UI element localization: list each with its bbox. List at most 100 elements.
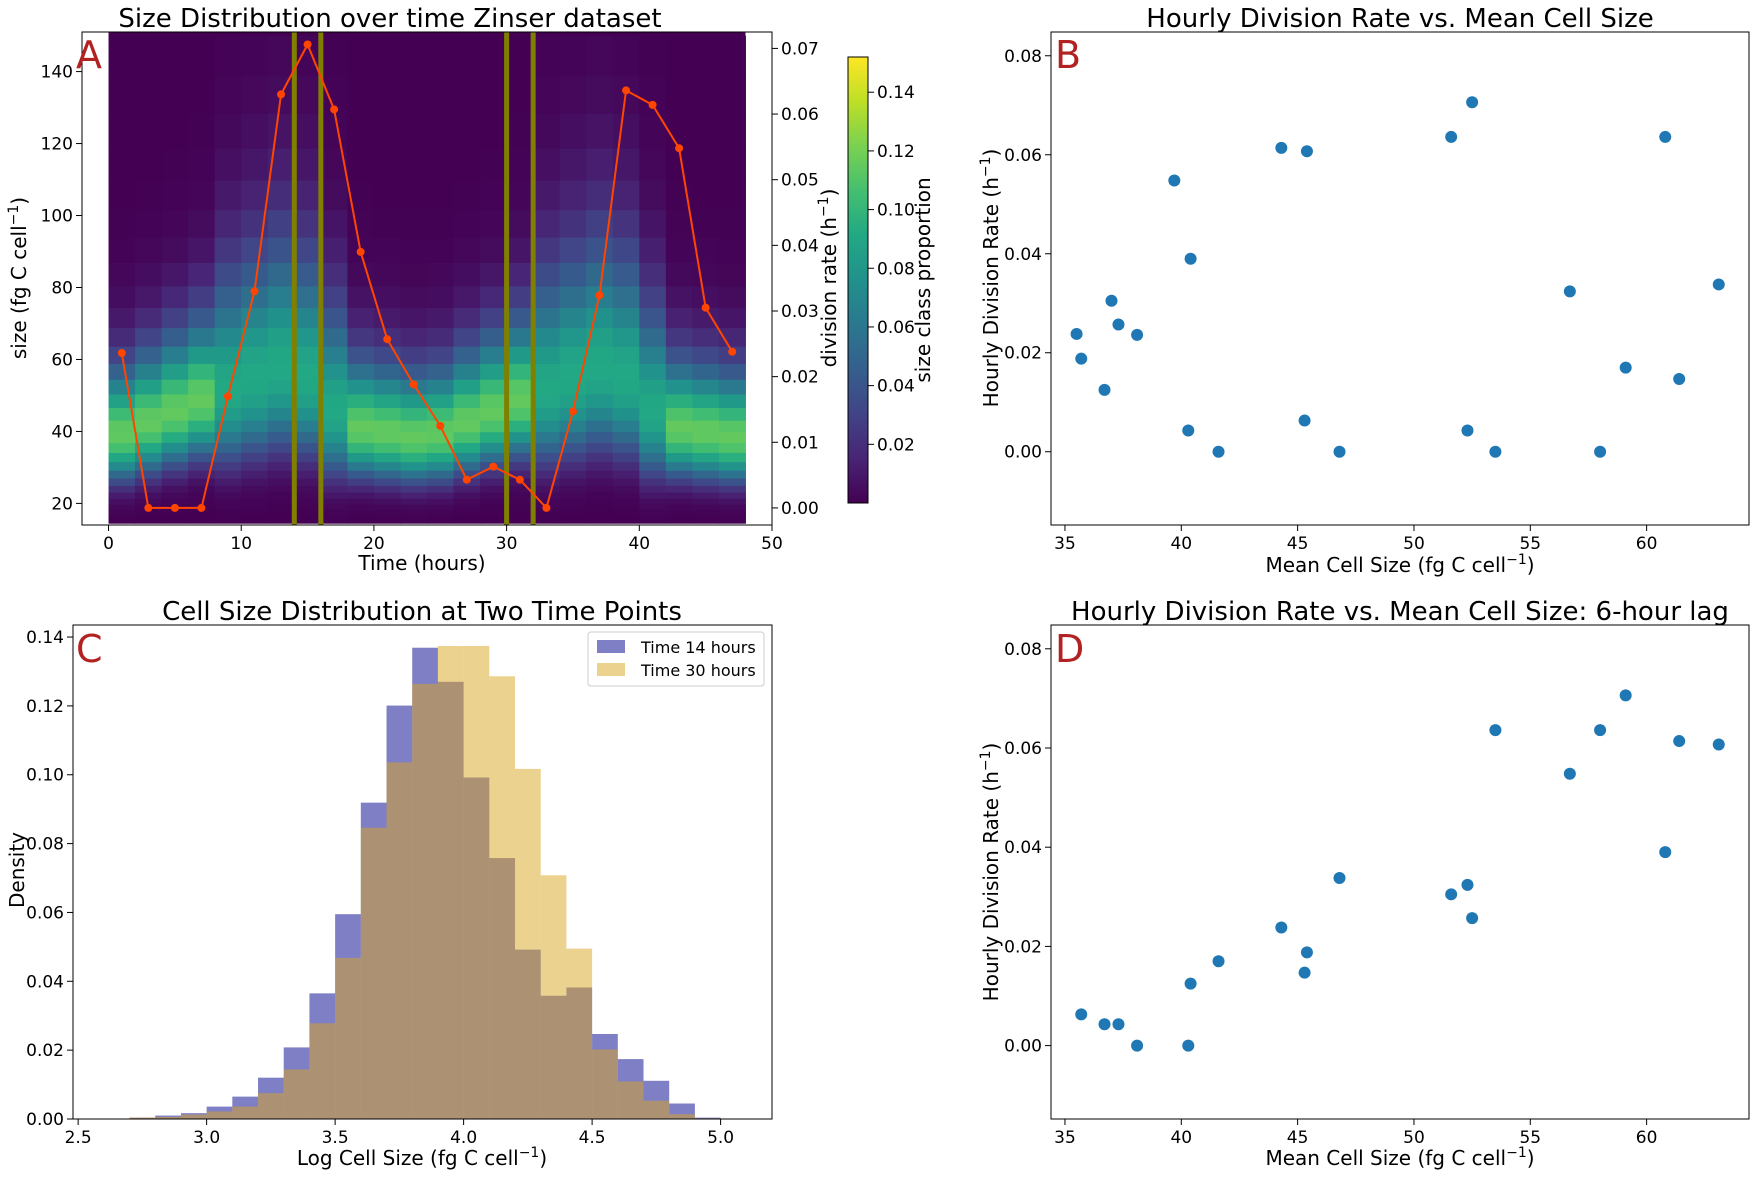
heatmap-cell — [453, 518, 481, 524]
heatmap-cell — [639, 407, 667, 421]
heatmap-cell — [400, 431, 428, 444]
panel-b-x-tick-label: 35 — [1054, 534, 1076, 554]
heatmap-cell — [612, 379, 640, 395]
heatmap-cell — [453, 485, 481, 493]
heatmap-cell — [639, 518, 667, 524]
heatmap-cell — [214, 285, 242, 309]
heatmap-cell — [612, 485, 640, 493]
panel-c-x-tick-label: 3.0 — [193, 1128, 220, 1148]
heatmap-cell — [480, 209, 508, 238]
heatmap-cell — [373, 514, 401, 520]
heatmap-cell — [559, 379, 587, 395]
heatmap-cell — [267, 262, 295, 287]
heatmap-cell — [214, 461, 242, 471]
panel-b-point — [1594, 445, 1607, 458]
heatmap-cell — [400, 285, 428, 309]
panel-b-point — [1333, 445, 1346, 458]
heatmap-cell — [718, 492, 746, 499]
heatmap-cell — [506, 514, 534, 520]
heatmap-cell — [665, 478, 693, 486]
heatmap-cell — [214, 498, 242, 505]
division-rate-point — [197, 503, 206, 512]
heatmap-cell — [135, 492, 163, 499]
panel-d-point — [1712, 738, 1725, 751]
heatmap-cell — [135, 327, 163, 347]
heatmap-cell — [108, 379, 136, 395]
heatmap-cell — [373, 237, 401, 263]
heatmap-cell — [214, 262, 242, 287]
heatmap-cell — [480, 420, 508, 433]
heatmap-cell — [427, 237, 455, 263]
heatmap-cell — [718, 518, 746, 524]
heatmap-cell — [718, 498, 746, 505]
heatmap-cell — [506, 442, 534, 453]
histogram-bar-30h — [515, 768, 541, 1119]
panel-c-x-tick-label: 2.5 — [65, 1128, 92, 1148]
panel-a-y-tick-label: 100 — [41, 207, 73, 227]
heatmap-cell — [241, 285, 269, 309]
heatmap-cell — [294, 209, 322, 238]
heatmap-cell — [161, 492, 189, 499]
heatmap-cell — [188, 363, 216, 380]
heatmap-cell — [294, 452, 322, 463]
panel-b-point — [1168, 174, 1181, 187]
heatmap-cell — [320, 363, 348, 380]
panel-c-legend-swatch-14h — [597, 640, 625, 653]
panel-d-point — [1075, 1008, 1088, 1021]
histogram-bar-30h — [283, 1069, 310, 1119]
heatmap-cell — [692, 76, 720, 114]
heatmap-cell — [559, 35, 587, 77]
heatmap-cell — [347, 420, 375, 433]
panel-b-point — [1098, 383, 1111, 396]
panel-d-point — [1659, 846, 1672, 859]
heatmap-cell — [161, 76, 189, 114]
heatmap-cell — [400, 237, 428, 263]
heatmap-cell — [188, 35, 216, 77]
heatmap-cell — [214, 518, 242, 524]
heatmap-cell — [161, 379, 189, 395]
panel-c-legend-box — [587, 631, 765, 687]
heatmap-cell — [427, 262, 455, 287]
heatmap-cell — [241, 180, 269, 211]
panel-b-y-tick-label: 0.02 — [1004, 344, 1042, 364]
heatmap-cell — [108, 180, 136, 211]
heatmap-cell — [612, 504, 640, 510]
heatmap-cell — [612, 431, 640, 444]
heatmap-cell — [214, 209, 242, 238]
heatmap-cell — [718, 407, 746, 421]
heatmap-cell — [665, 35, 693, 77]
panel-d-point — [1673, 735, 1686, 748]
heatmap-cell — [533, 509, 561, 515]
heatmap-cell — [718, 514, 746, 520]
heatmap-cell — [612, 492, 640, 499]
heatmap-cell — [400, 262, 428, 287]
panel-a-colorbar-label: size class proportion — [911, 177, 935, 382]
panel-d-point — [1275, 921, 1288, 934]
panel-a-y2-label-tail: ) — [817, 189, 841, 197]
heatmap-cell — [453, 76, 481, 114]
heatmap-cell — [427, 452, 455, 463]
heatmap-cell — [214, 113, 242, 149]
heatmap-cell — [639, 470, 667, 479]
histogram-bar-30h — [335, 957, 361, 1119]
heatmap-cell — [241, 327, 269, 347]
heatmap-cell — [241, 148, 269, 181]
heatmap-cell — [586, 237, 614, 263]
histogram-bar-30h — [258, 1093, 284, 1119]
histogram-bar-30h — [180, 1114, 207, 1119]
heatmap-cell — [506, 76, 534, 114]
panel-d-point — [1466, 912, 1479, 925]
heatmap-cell — [267, 514, 295, 520]
heatmap-cell — [533, 237, 561, 263]
heatmap-cell — [506, 452, 534, 463]
panel-c: Cell Size Distribution at Two Time Point… — [5, 597, 773, 1170]
heatmap-cell — [320, 379, 348, 395]
panel-d-x-tick-label: 60 — [1636, 1128, 1658, 1148]
panel-a-y-tick-label: 140 — [41, 63, 73, 83]
heatmap-cell — [480, 485, 508, 493]
heatmap-cell — [427, 498, 455, 505]
heatmap-cell — [161, 180, 189, 211]
heatmap-cell — [506, 509, 534, 515]
heatmap-cell — [347, 379, 375, 395]
heatmap-cell — [639, 420, 667, 433]
